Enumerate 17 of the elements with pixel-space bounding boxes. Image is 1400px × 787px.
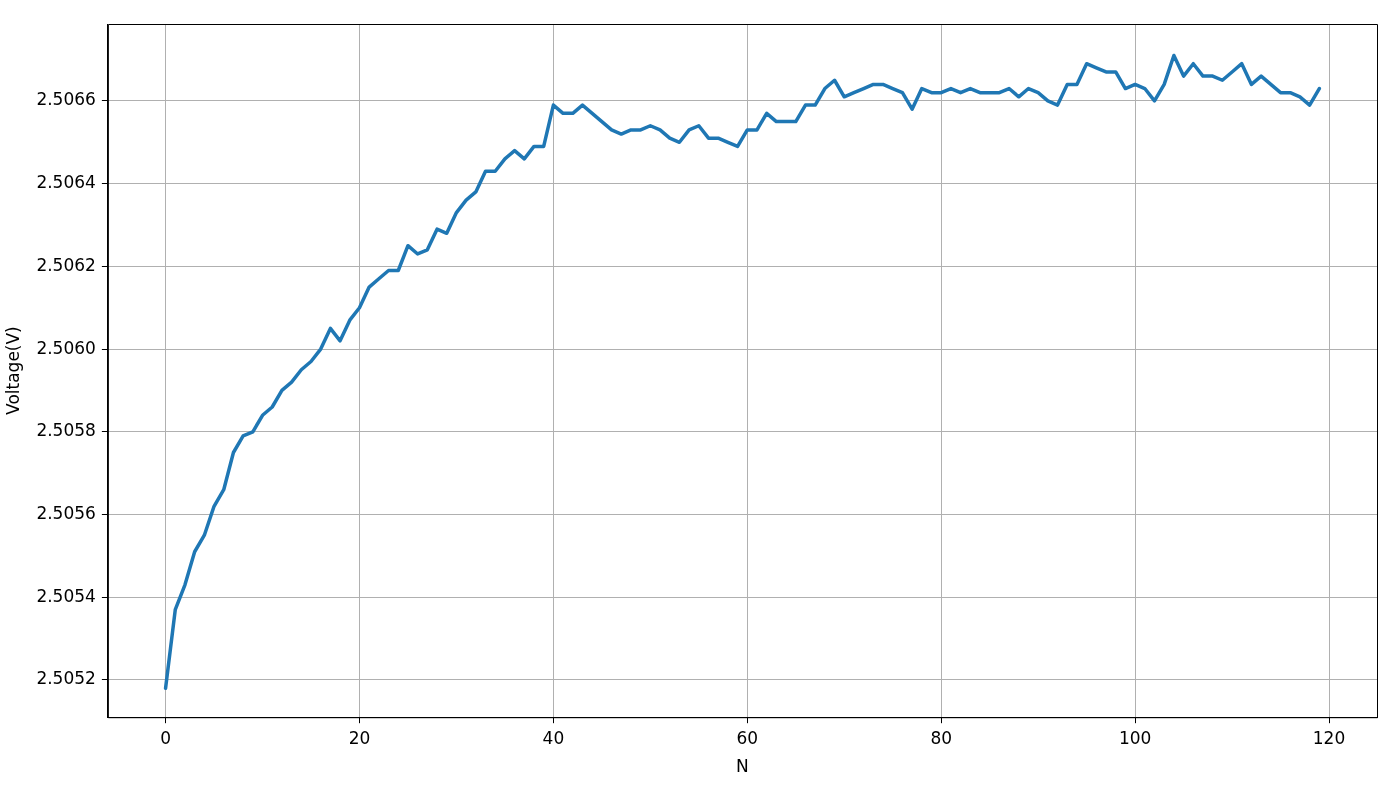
y-tick-label: 2.5066: [36, 89, 96, 110]
y-tick-label: 2.5052: [36, 668, 96, 689]
x-tick-label: 100: [1118, 727, 1152, 748]
y-tick-label: 2.5062: [36, 254, 96, 275]
x-tick-label: 120: [1312, 727, 1346, 748]
y-tick-label: 2.5064: [36, 172, 96, 193]
y-tick-label: 2.5056: [36, 502, 96, 523]
y-tick-label: 2.5058: [36, 420, 96, 441]
x-tick-label: 0: [160, 727, 171, 748]
x-axis-title: N: [736, 756, 749, 777]
y-tick-label: 2.5054: [36, 585, 96, 606]
x-tick-label: 80: [930, 727, 953, 748]
y-tick-label: 2.5060: [36, 337, 96, 358]
x-tick-label: 40: [542, 727, 565, 748]
y-axis-title: Voltage(V): [2, 326, 23, 415]
x-tick-label: 20: [348, 727, 371, 748]
x-tick-label: 60: [736, 727, 759, 748]
